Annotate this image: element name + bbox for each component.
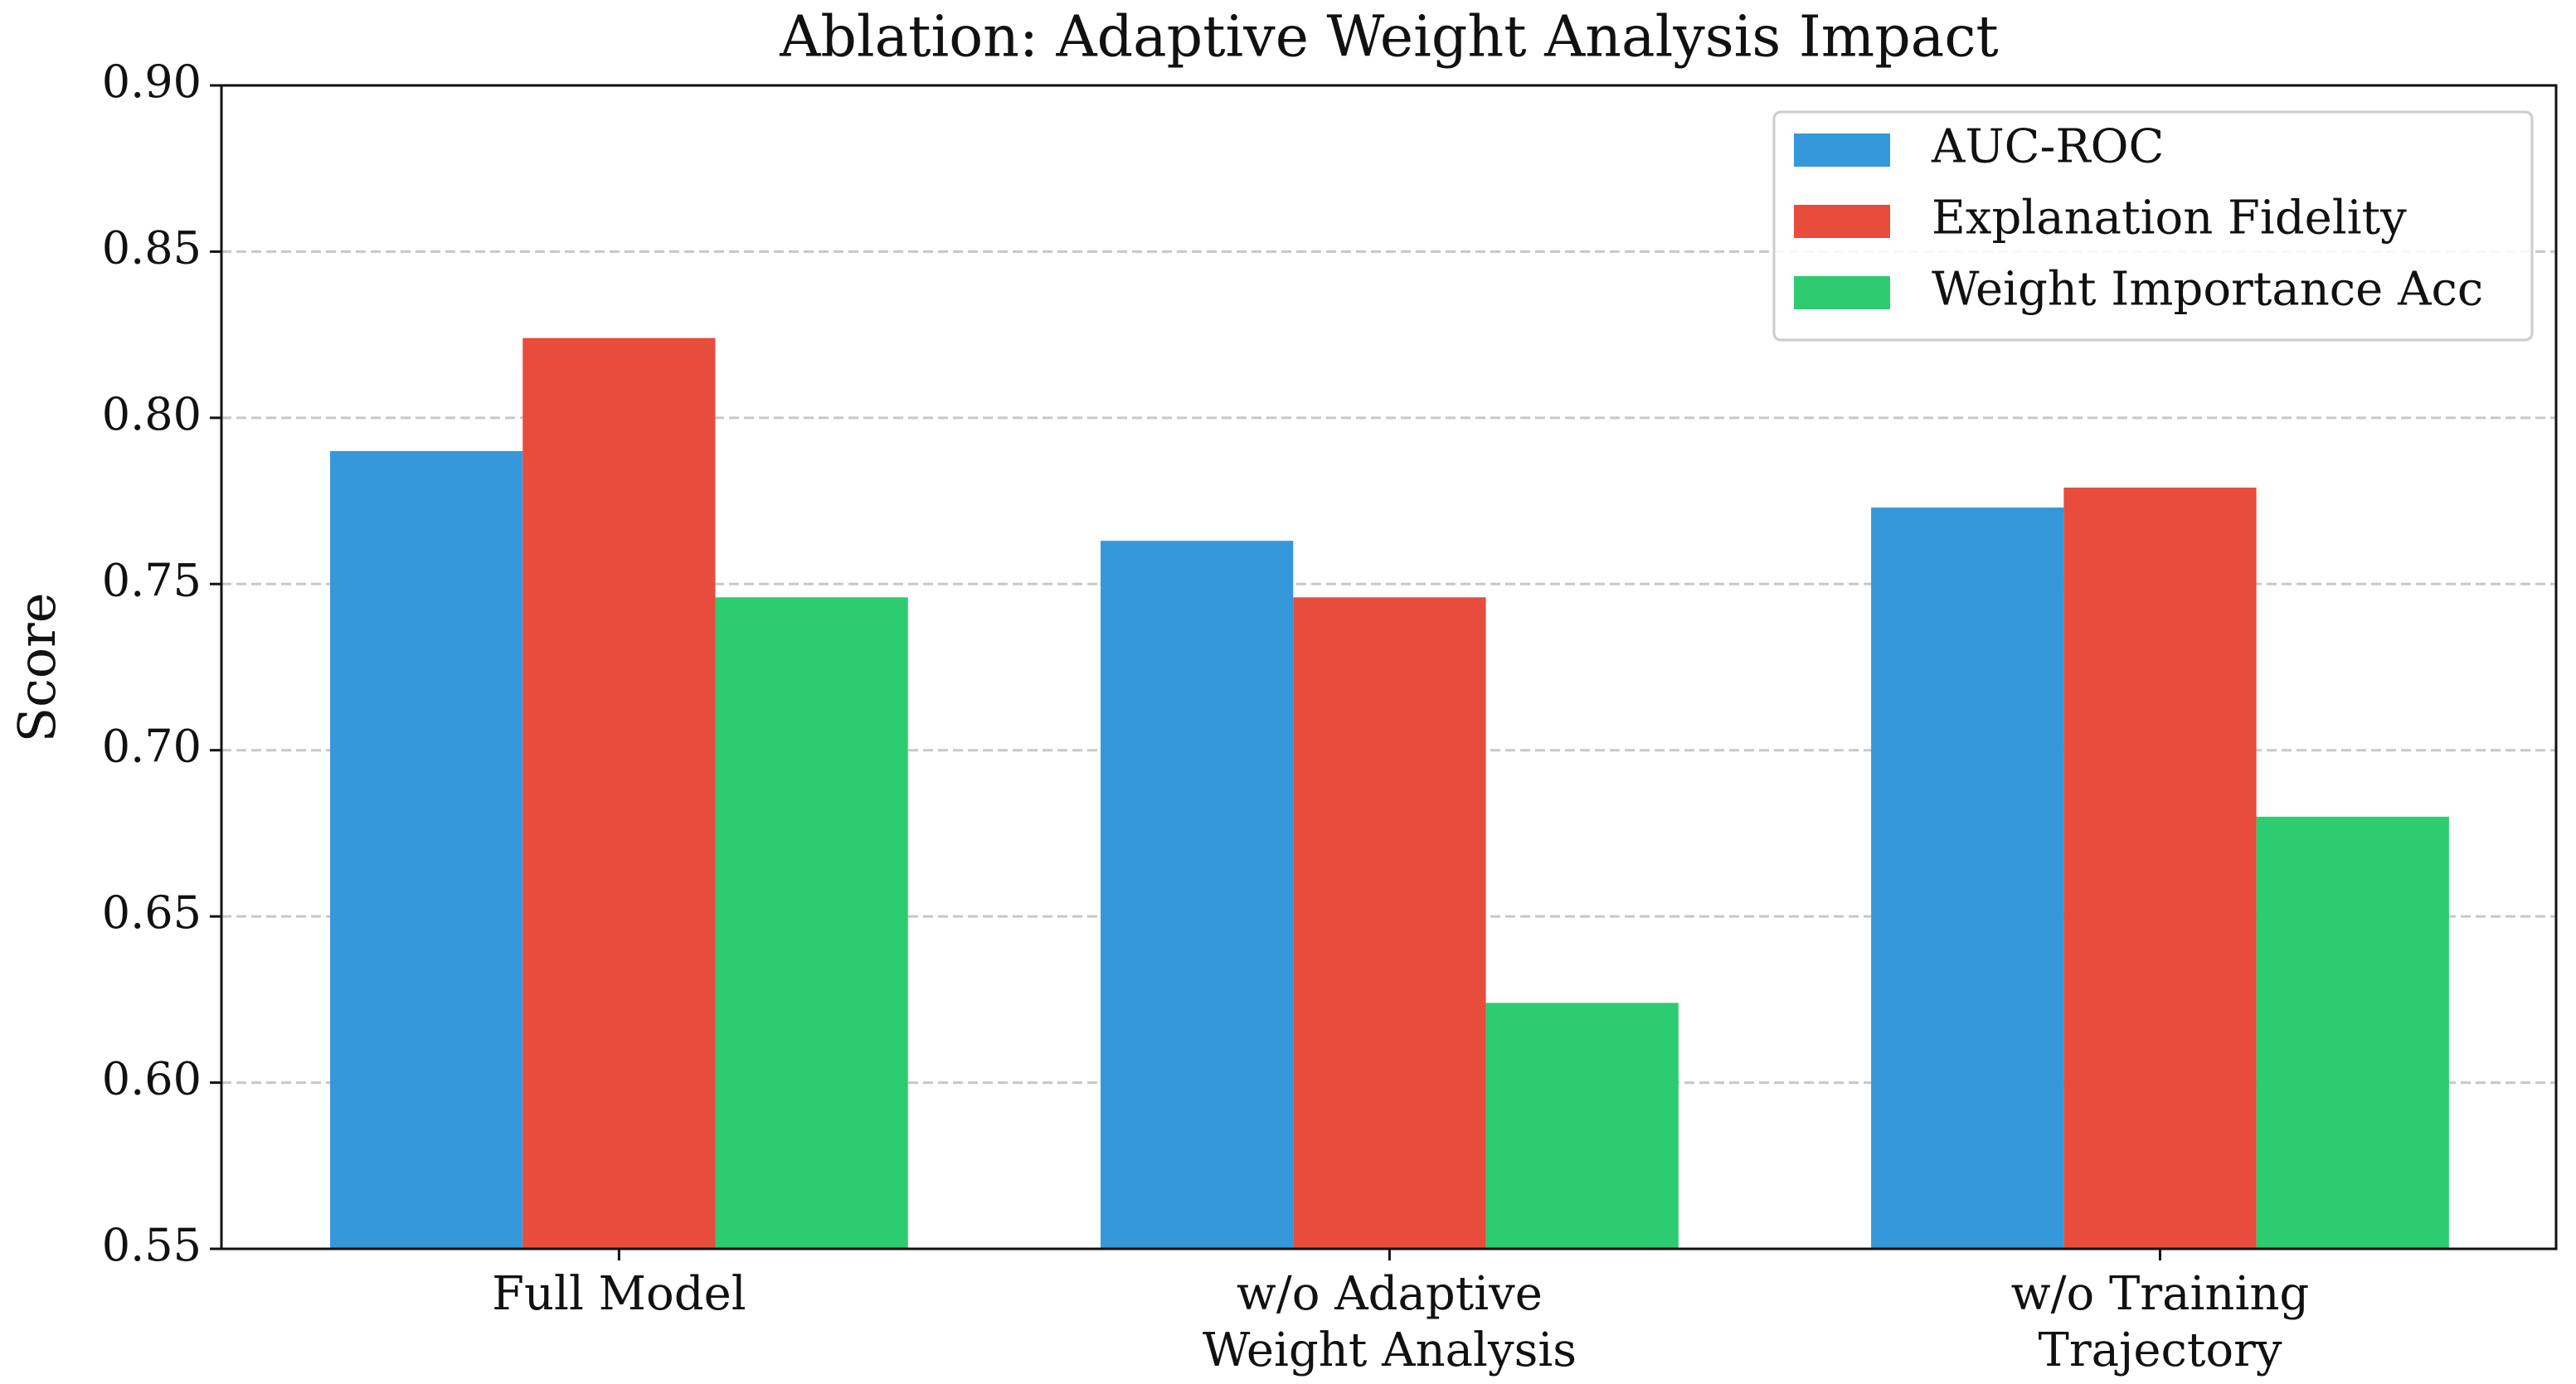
chart-title: Ablation: Adaptive Weight Analysis Impac… [779, 5, 1999, 70]
y-tick-label: 0.65 [102, 886, 202, 939]
y-tick-label: 0.75 [102, 554, 202, 606]
x-tick-label: Full Model [492, 1267, 746, 1321]
x-tick-label: w/o Adaptive Weight Analysis [1203, 1267, 1577, 1377]
legend-box [1772, 110, 2534, 342]
bar [1871, 507, 2064, 1249]
y-tick-label: 0.70 [102, 721, 202, 773]
bar [1485, 1003, 1679, 1249]
bar [329, 450, 523, 1249]
y-tick-label: 0.60 [102, 1053, 202, 1105]
bar [522, 338, 716, 1250]
legend-label: Explanation Fidelity [1932, 192, 2407, 245]
legend-label: Weight Importance Acc [1932, 263, 2483, 317]
y-tick-label: 0.85 [102, 221, 202, 274]
y-axis-label: Score [7, 593, 67, 743]
x-tick-label: w/o Training Trajectory [2011, 1267, 2310, 1377]
y-tick-label: 0.80 [102, 388, 202, 440]
bar [2256, 816, 2449, 1249]
bar [715, 597, 908, 1249]
y-tick-label: 0.55 [102, 1219, 202, 1271]
bar [1101, 541, 1294, 1249]
y-tick-label: 0.90 [102, 56, 202, 108]
legend-swatch [1794, 276, 1890, 309]
bar [2063, 488, 2257, 1249]
plot-frame [220, 84, 2558, 1250]
bar [1293, 597, 1486, 1249]
legend-swatch [1794, 134, 1890, 167]
legend-swatch [1794, 205, 1890, 238]
legend-label: AUC-ROC [1931, 120, 2164, 174]
